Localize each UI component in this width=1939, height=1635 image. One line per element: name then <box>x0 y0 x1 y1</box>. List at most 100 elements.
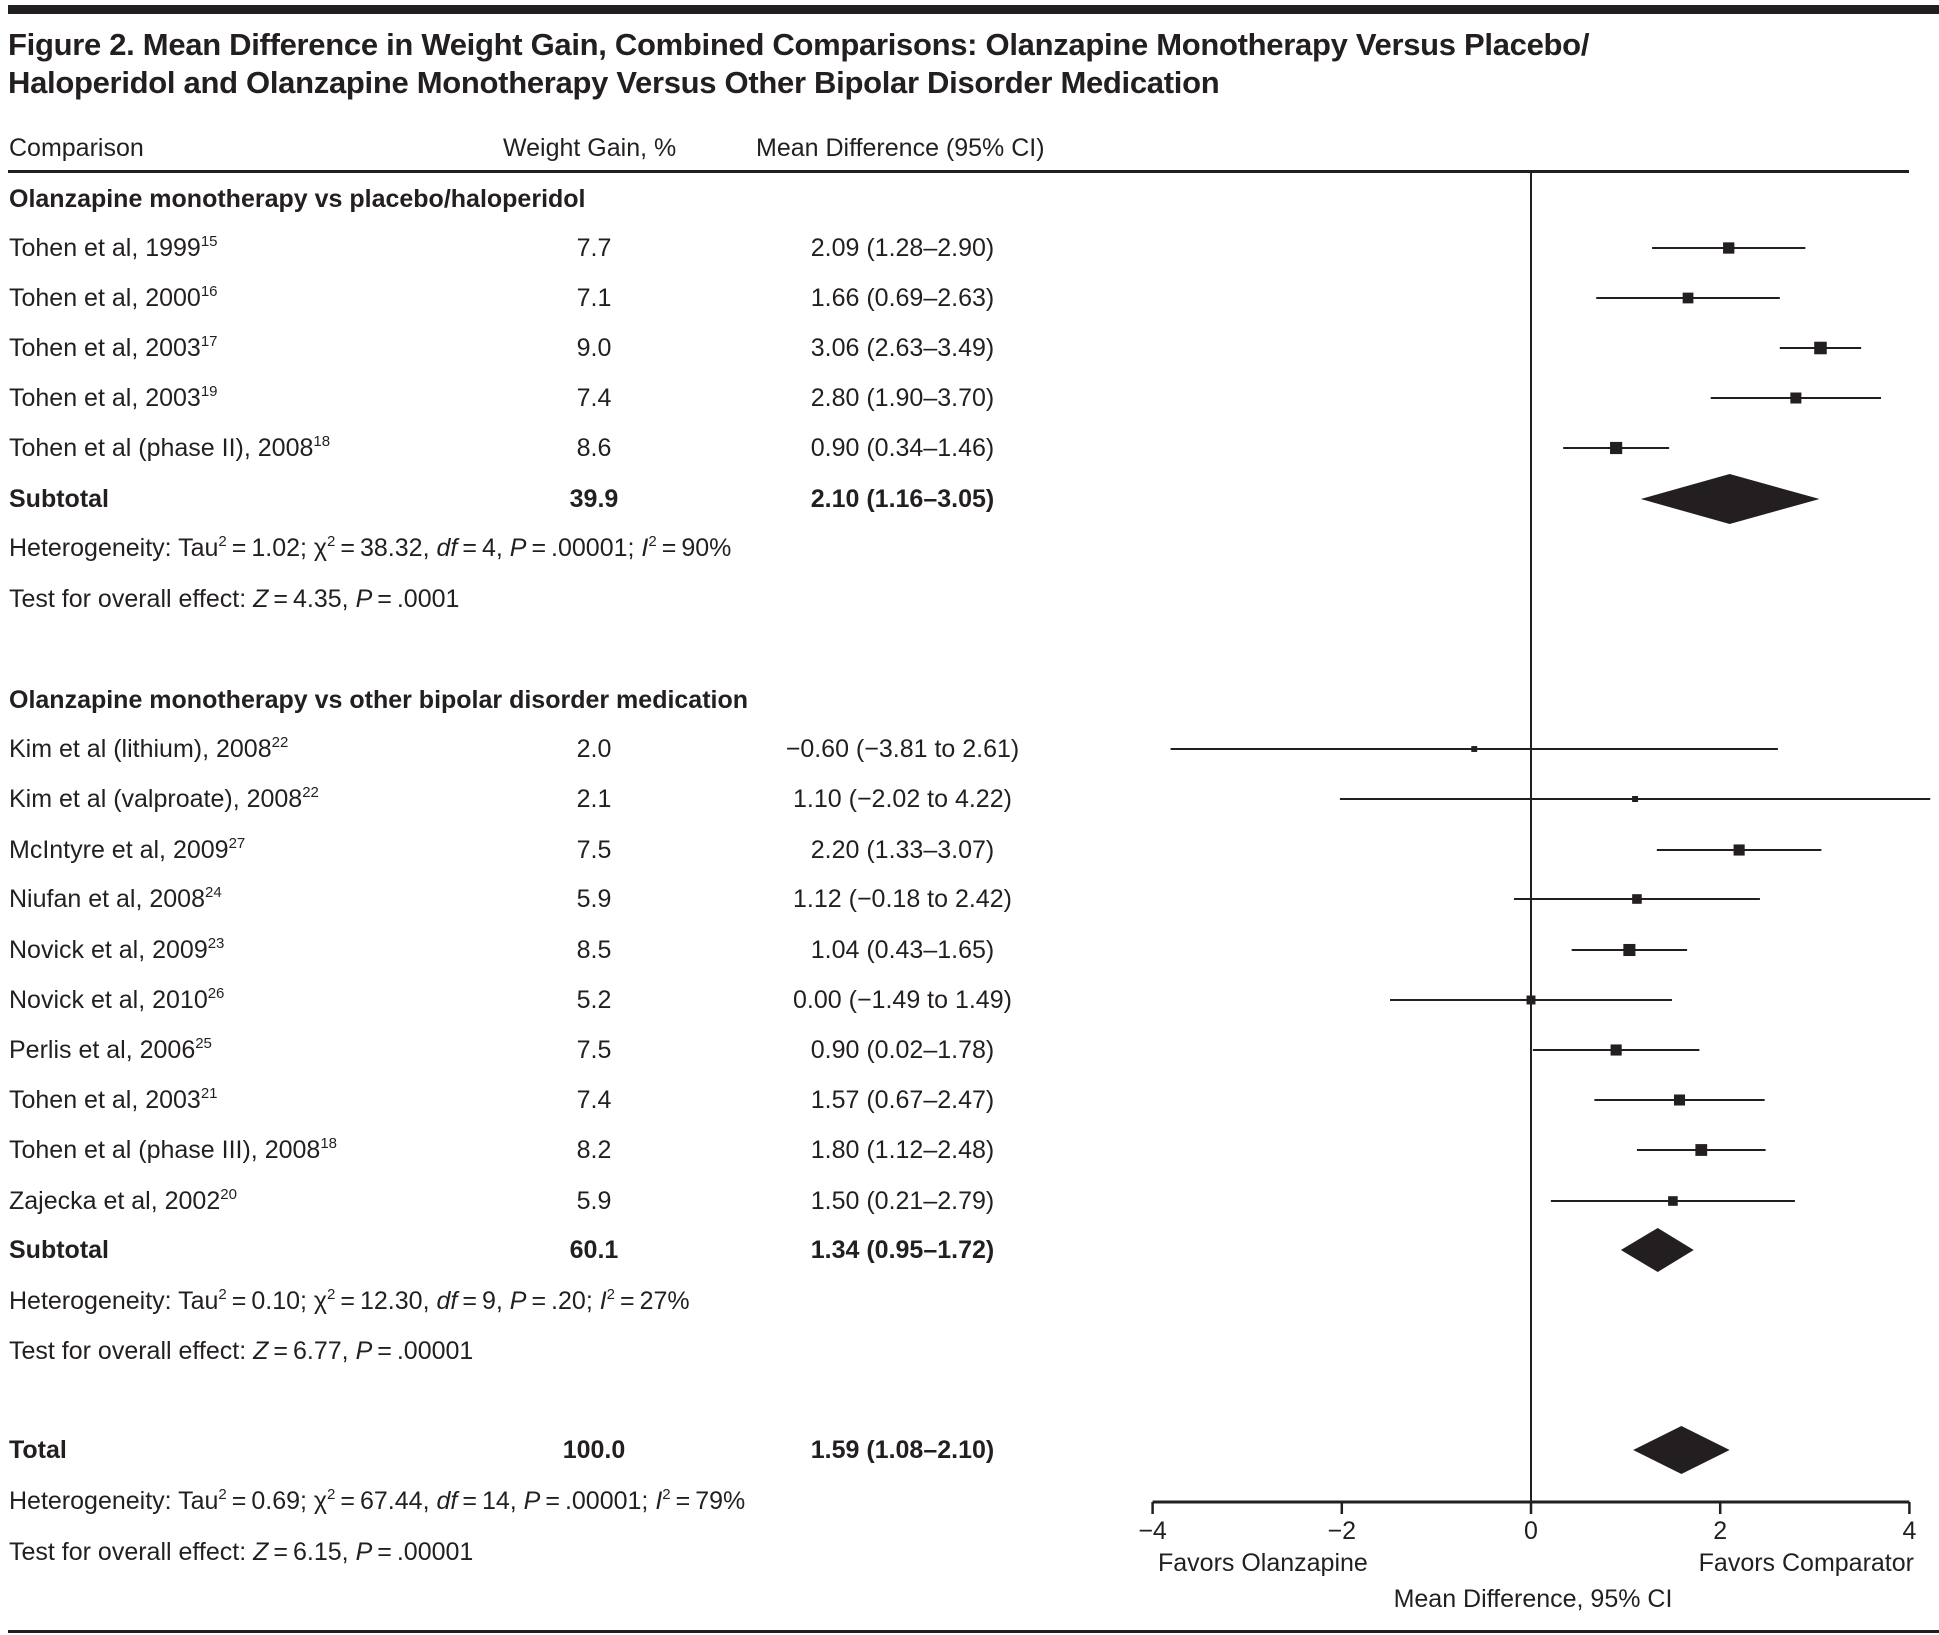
figure-title-line1: Figure 2. Mean Difference in Weight Gain… <box>8 27 1590 62</box>
section-heading-label-text: Olanzapine monotherapy vs other bipolar … <box>9 686 749 714</box>
point-estimate-box <box>1668 1196 1678 1206</box>
study-row: Tohen et al, 199915 7.7 2.09 (1.28–2.90) <box>0 228 1100 268</box>
study-mean-difference: 0.90 (0.02–1.78) <box>760 1030 1045 1070</box>
reference-superscript: 16 <box>200 283 218 300</box>
study-label: Tohen et al (phase II), 200818 <box>9 428 330 468</box>
study-label: Kim et al (lithium), 200822 <box>9 729 288 769</box>
study-weight-text: 7.5 <box>576 1036 612 1064</box>
tau2-value: 0.10 <box>251 1287 301 1315</box>
study-weight: 5.9 <box>520 1181 668 1221</box>
df-value: 14 <box>481 1487 510 1515</box>
study-row: Zajecka et al, 200220 5.9 1.50 (0.21–2.79) <box>0 1181 1100 1221</box>
section-heading: Olanzapine monotherapy vs placebo/halope… <box>0 179 1100 219</box>
study-weight: 7.5 <box>520 830 668 870</box>
study-weight: 7.7 <box>520 228 668 268</box>
study-weight: 7.4 <box>520 378 668 418</box>
point-estimate-box <box>1723 242 1735 254</box>
i2-value: 90% <box>681 534 732 562</box>
study-row: Tohen et al (phase III), 200818 8.2 1.80 (… <box>0 1130 1100 1170</box>
study-label: Zajecka et al, 200220 <box>9 1181 237 1221</box>
study-mean-difference-text: 2.09 (1.28–2.90) <box>810 234 995 262</box>
superscript-2: 2 <box>218 533 227 550</box>
subtotal-label-text: Subtotal <box>9 1236 109 1264</box>
overall-effect-text: Test for overall effect: Z = 4.35, P = .… <box>9 585 460 613</box>
study-row: Niufan et al, 200824 5.9 1.12 (−0.18 to 2.… <box>0 879 1100 919</box>
subtotal-mean-difference-text: 2.10 (1.16–3.05) <box>810 485 995 513</box>
study-mean-difference: 3.06 (2.63–3.49) <box>760 328 1045 368</box>
study-label: Novick et al, 201026 <box>9 980 224 1020</box>
total-label: Total <box>9 1430 67 1470</box>
reference-superscript: 27 <box>228 835 246 852</box>
study-label-text: Tohen et al (phase III), 2008 <box>9 1136 321 1164</box>
study-label-text: Tohen et al, 2000 <box>9 284 201 312</box>
x-axis-tick-label: 4 <box>1902 1517 1916 1545</box>
study-label: Tohen et al, 200321 <box>9 1080 218 1120</box>
study-row: Kim et al (lithium), 200822 2.0 −0.60 (−3.… <box>0 729 1100 769</box>
study-weight-text: 7.1 <box>576 284 612 312</box>
study-weight-text: 5.2 <box>576 986 612 1014</box>
study-row: Tohen et al, 200319 7.4 2.80 (1.90–3.70) <box>0 378 1100 418</box>
study-mean-difference-text: 1.50 (0.21–2.79) <box>810 1187 995 1215</box>
total-mean-difference-text: 1.59 (1.08–2.10) <box>810 1436 995 1464</box>
study-weight: 9.0 <box>520 328 668 368</box>
study-row: Tohen et al, 200321 7.4 1.57 (0.67–2.47) <box>0 1080 1100 1120</box>
x-axis-tick-label: −2 <box>1328 1517 1357 1545</box>
study-label: Tohen et al (phase III), 200818 <box>9 1130 337 1170</box>
section-heading-label-text: Olanzapine monotherapy vs placebo/halope… <box>9 185 586 213</box>
point-estimate-box <box>1733 844 1745 856</box>
superscript-2: 2 <box>218 1286 227 1303</box>
study-label-text: Niufan et al, 2008 <box>9 885 205 913</box>
overall-effect-text: Test for overall effect: Z = 6.77, P = .… <box>9 1337 474 1365</box>
study-mean-difference-text: 2.80 (1.90–3.70) <box>810 384 995 412</box>
study-mean-difference-text: 1.80 (1.12–2.48) <box>810 1136 995 1164</box>
study-mean-difference-text: 2.20 (1.33–3.07) <box>810 836 995 864</box>
study-weight: 5.9 <box>520 879 668 919</box>
study-weight-text: 7.5 <box>576 836 612 864</box>
study-mean-difference: 0.00 (−1.49 to 1.49) <box>760 980 1045 1020</box>
study-mean-difference: 2.80 (1.90–3.70) <box>760 378 1045 418</box>
z-value: 6.15 <box>292 1538 342 1566</box>
section-heading: Olanzapine monotherapy vs other bipolar … <box>0 680 1100 720</box>
study-label-text: Zajecka et al, 2002 <box>9 1187 221 1215</box>
heterogeneity-text: Heterogeneity: Tau2 = 0.10; χ2 = 12.30, … <box>9 1286 690 1315</box>
study-label-text: Novick et al, 2009 <box>9 936 208 964</box>
reference-superscript: 24 <box>204 884 222 901</box>
study-weight-text: 2.1 <box>576 785 612 813</box>
study-mean-difference: 1.50 (0.21–2.79) <box>760 1181 1045 1221</box>
reference-superscript: 19 <box>200 383 218 400</box>
study-weight-text: 7.4 <box>576 384 612 412</box>
study-weight-text: 7.4 <box>576 1086 612 1114</box>
study-mean-difference: 1.04 (0.43–1.65) <box>760 930 1045 970</box>
study-row: Perlis et al, 200625 7.5 0.90 (0.02–1.78) <box>0 1030 1100 1070</box>
study-mean-difference: 1.66 (0.69–2.63) <box>760 278 1045 318</box>
study-mean-difference: 1.80 (1.12–2.48) <box>760 1130 1045 1170</box>
tau2-value: 1.02 <box>251 534 301 562</box>
point-estimate-box <box>1610 441 1623 455</box>
study-mean-difference-text: 1.10 (−2.02 to 4.22) <box>793 785 1012 813</box>
study-mean-difference: 1.10 (−2.02 to 4.22) <box>760 779 1045 819</box>
study-weight-text: 8.5 <box>576 936 612 964</box>
study-weight-text: 9.0 <box>576 334 612 362</box>
study-mean-difference: 1.57 (0.67–2.47) <box>760 1080 1045 1120</box>
heterogeneity-text: Heterogeneity: Tau2 = 0.69; χ2 = 67.44, … <box>9 1486 746 1515</box>
reference-superscript: 22 <box>271 734 289 751</box>
i2-value: 79% <box>695 1487 746 1515</box>
p-value: .00001 <box>396 1538 474 1566</box>
study-weight: 8.2 <box>520 1130 668 1170</box>
reference-superscript: 26 <box>207 985 225 1002</box>
reference-superscript: 18 <box>313 433 331 450</box>
favors-olanzapine-label: Favors Olanzapine <box>1158 1549 1368 1577</box>
study-label: Niufan et al, 200824 <box>9 879 222 919</box>
study-label: Perlis et al, 200625 <box>9 1030 212 1070</box>
df-value: 9 <box>481 1287 496 1315</box>
study-label-text: Novick et al, 2010 <box>9 986 208 1014</box>
superscript-2: 2 <box>327 1486 336 1503</box>
study-row: Novick et al, 200923 8.5 1.04 (0.43–1.65) <box>0 930 1100 970</box>
subtotal-label: Subtotal <box>9 1230 109 1270</box>
subtotal-diamond <box>1640 474 1820 524</box>
study-row: Novick et al, 201026 5.2 0.00 (−1.49 to 1.… <box>0 980 1100 1020</box>
heterogeneity-prefix: Heterogeneity: Tau <box>9 534 219 562</box>
study-mean-difference-text: 1.66 (0.69–2.63) <box>810 284 995 312</box>
study-mean-difference: 2.09 (1.28–2.90) <box>760 228 1045 268</box>
